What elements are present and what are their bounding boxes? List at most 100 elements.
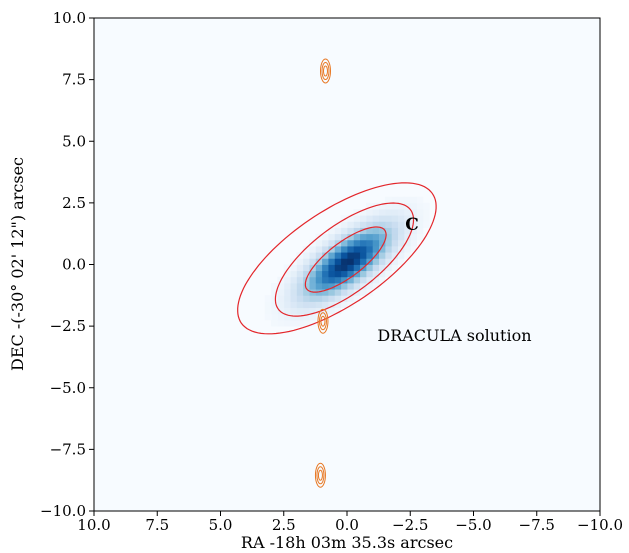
heatmap-pixel <box>334 307 342 315</box>
heatmap-pixel <box>309 252 316 259</box>
heatmap-pixel <box>378 276 386 284</box>
heatmap-pixel <box>302 301 310 309</box>
contour-layer <box>237 58 437 488</box>
heatmap-pixel <box>328 282 335 290</box>
heatmap-pixel <box>340 289 348 296</box>
y-tick-label: −5.0 <box>50 379 86 397</box>
heatmap-pixel <box>264 313 272 321</box>
heatmap-pixel <box>290 301 297 309</box>
heatmap-pixel <box>309 319 316 327</box>
heatmap-pixel <box>340 227 348 235</box>
contour-line <box>304 226 387 293</box>
orange-source-contours <box>319 58 331 84</box>
heatmap-pixel <box>296 264 304 272</box>
heatmap-pixel <box>271 313 278 321</box>
heatmap-pixel <box>328 295 335 302</box>
heatmap-pixel <box>353 221 361 228</box>
heatmap-pixel <box>321 295 329 302</box>
heatmap-pixel <box>340 252 348 259</box>
heatmap-pixel <box>359 282 367 290</box>
heatmap-pixel <box>378 202 386 210</box>
heatmap-pixel <box>403 239 411 247</box>
heatmap-pixel <box>353 233 361 241</box>
heatmap-pixel <box>315 307 323 315</box>
heatmap-pixel <box>391 252 398 259</box>
heatmap-pixel <box>283 270 291 278</box>
heatmap-pixel <box>378 221 386 228</box>
heatmap-pixel <box>271 301 278 309</box>
annotation-layer: C DRACULA solution <box>377 215 531 345</box>
heatmap-pixel <box>340 233 348 241</box>
heatmap-pixel <box>422 215 430 222</box>
heatmap-pixel <box>372 221 380 228</box>
heatmap-pixel <box>397 215 405 222</box>
heatmap-pixel <box>365 227 373 235</box>
heatmap-pixel <box>359 221 367 228</box>
heatmap-pixel <box>359 270 367 278</box>
heatmap-pixel <box>321 301 329 309</box>
heatmap-pixel <box>397 239 405 247</box>
heatmap-pixel <box>416 221 424 228</box>
heatmap-pixel <box>397 233 405 241</box>
heatmap-pixel <box>264 307 272 315</box>
heatmap-pixel <box>372 227 380 235</box>
heatmap-pixel <box>403 215 411 222</box>
heatmap-pixel <box>365 221 373 228</box>
heatmap-pixel <box>296 289 304 296</box>
heatmap-pixel <box>302 264 310 272</box>
heatmap-pixel <box>384 221 392 228</box>
heatmap-pixel <box>296 270 304 278</box>
x-tick-label: 2.5 <box>272 516 296 534</box>
heatmap-pixel <box>410 209 417 216</box>
heatmap-pixel <box>403 221 411 228</box>
heatmap-pixel <box>353 270 361 278</box>
heatmap-pixel <box>353 227 361 235</box>
heatmap-pixel <box>302 258 310 265</box>
heatmap-pixel <box>283 276 291 284</box>
heatmap-pixel <box>277 319 285 327</box>
heatmap-pixel <box>328 239 335 247</box>
heatmap-pixel <box>277 282 285 290</box>
heatmap-pixel <box>422 209 430 216</box>
heatmap-pixel <box>372 215 380 222</box>
heatmap-pixel <box>353 239 361 247</box>
heatmap-pixel <box>372 246 380 253</box>
y-tick-label: 0.0 <box>62 256 86 274</box>
orange-source-contours <box>317 308 329 334</box>
heatmap-pixel <box>277 301 285 309</box>
heatmap-pixel <box>334 246 342 253</box>
heatmap-pixel <box>391 233 398 241</box>
heatmap-pixel <box>290 282 297 290</box>
heatmap-pixel <box>328 252 335 259</box>
heatmap-pixel <box>309 295 316 302</box>
heatmap-pixel <box>372 233 380 241</box>
heatmap-pixel <box>302 252 310 259</box>
heatmap-pixel <box>340 246 348 253</box>
heatmap-pixel <box>347 246 354 253</box>
heatmap-pixel <box>397 221 405 228</box>
heatmap-pixel <box>283 282 291 290</box>
heatmap-pixel <box>302 246 310 253</box>
heatmap-pixel <box>277 307 285 315</box>
y-tick-label: −7.5 <box>50 440 86 458</box>
heatmap-pixel <box>391 239 398 247</box>
heatmap-pixel <box>283 319 291 327</box>
heatmap-pixel <box>321 252 329 259</box>
heatmap-pixel <box>309 307 316 315</box>
x-axis: 10.0 7.5 5.0 2.5 0.0 −2.5 −5.0 −7.5 −10.0 <box>77 511 623 534</box>
heatmap-pixel <box>321 313 329 321</box>
heatmap-pixel <box>340 239 348 247</box>
heatmap-pixel <box>378 209 386 216</box>
heatmap-pixel <box>347 227 354 235</box>
x-tick-label: −7.5 <box>519 516 555 534</box>
heatmap-pixel <box>384 233 392 241</box>
orange-contour <box>321 61 330 80</box>
heatmap-pixel <box>403 227 411 235</box>
heatmap-pixel <box>290 307 297 315</box>
source-label-c: C <box>405 215 419 235</box>
heatmap-pixel <box>403 252 411 259</box>
heatmap-pixel <box>296 282 304 290</box>
heatmap-pixel <box>290 319 297 327</box>
heatmap-pixel <box>296 313 304 321</box>
heatmap-pixel <box>347 264 354 272</box>
